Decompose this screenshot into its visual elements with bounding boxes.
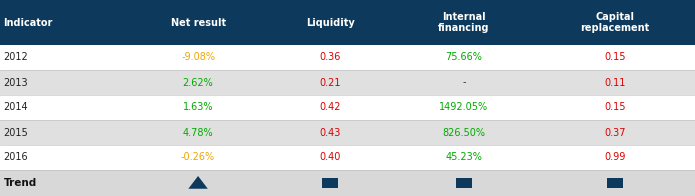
Text: Net result: Net result bbox=[170, 17, 226, 27]
Text: 0.21: 0.21 bbox=[320, 77, 341, 87]
Bar bbox=[607, 178, 623, 188]
Bar bbox=[0, 0, 695, 45]
Bar bbox=[0, 70, 695, 95]
Text: 0.43: 0.43 bbox=[320, 128, 341, 138]
Bar bbox=[0, 170, 695, 196]
Text: 2013: 2013 bbox=[3, 77, 28, 87]
Text: 2016: 2016 bbox=[3, 152, 28, 162]
Text: 0.36: 0.36 bbox=[320, 53, 341, 63]
Text: -0.26%: -0.26% bbox=[181, 152, 215, 162]
Text: Internal
financing: Internal financing bbox=[438, 12, 490, 33]
Text: 0.15: 0.15 bbox=[605, 103, 626, 113]
Text: 0.15: 0.15 bbox=[605, 53, 626, 63]
Text: Liquidity: Liquidity bbox=[306, 17, 354, 27]
Text: 2015: 2015 bbox=[3, 128, 28, 138]
Text: 0.40: 0.40 bbox=[320, 152, 341, 162]
Text: -9.08%: -9.08% bbox=[181, 53, 215, 63]
Text: 2014: 2014 bbox=[3, 103, 28, 113]
Text: 0.37: 0.37 bbox=[605, 128, 626, 138]
Bar bbox=[0, 95, 695, 120]
Bar bbox=[0, 145, 695, 170]
Text: 4.78%: 4.78% bbox=[183, 128, 213, 138]
Text: Capital
replacement: Capital replacement bbox=[580, 12, 650, 33]
Polygon shape bbox=[188, 176, 208, 189]
Bar bbox=[0, 120, 695, 145]
Bar bbox=[322, 178, 338, 188]
Bar bbox=[0, 45, 695, 70]
Text: 1492.05%: 1492.05% bbox=[439, 103, 489, 113]
Text: -: - bbox=[462, 77, 466, 87]
Text: 2012: 2012 bbox=[3, 53, 28, 63]
Text: 2.62%: 2.62% bbox=[183, 77, 213, 87]
Text: Trend: Trend bbox=[3, 178, 37, 188]
Text: 0.11: 0.11 bbox=[605, 77, 626, 87]
Text: 45.23%: 45.23% bbox=[445, 152, 482, 162]
Text: 826.50%: 826.50% bbox=[443, 128, 485, 138]
Text: 0.42: 0.42 bbox=[320, 103, 341, 113]
Text: Indicator: Indicator bbox=[3, 17, 53, 27]
Text: 1.63%: 1.63% bbox=[183, 103, 213, 113]
Text: 75.66%: 75.66% bbox=[445, 53, 482, 63]
Text: 0.99: 0.99 bbox=[605, 152, 626, 162]
Bar bbox=[456, 178, 471, 188]
